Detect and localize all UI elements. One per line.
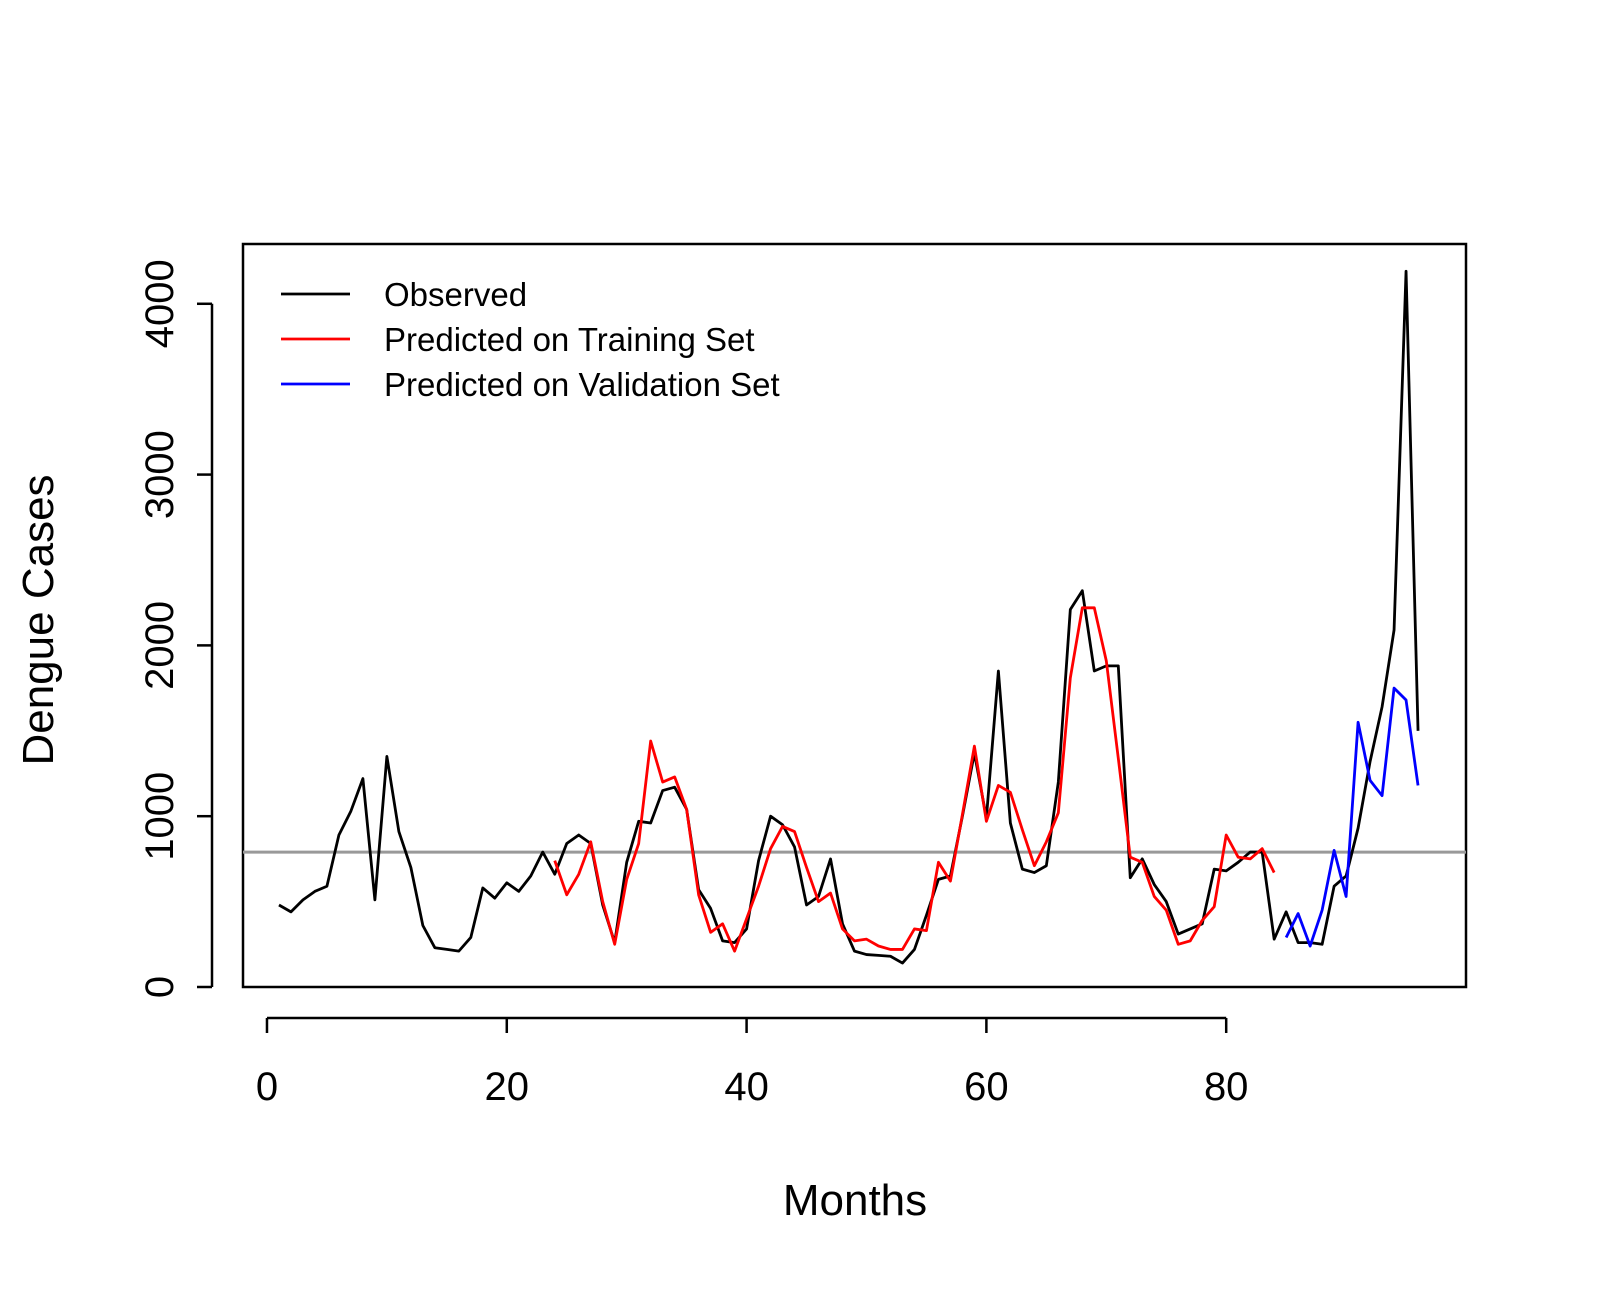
x-axis-title: Months xyxy=(783,1176,927,1225)
series-line-2 xyxy=(553,606,1276,953)
x-tick-label: 80 xyxy=(1204,1065,1249,1109)
x-tick-label: 60 xyxy=(964,1065,1009,1109)
y-tick-label: 0 xyxy=(138,976,182,998)
y-axis-title: Dengue Cases xyxy=(14,474,63,765)
x-tick-label: 40 xyxy=(724,1065,769,1109)
series-line-1 xyxy=(278,269,1420,965)
legend-label: Predicted on Validation Set xyxy=(384,366,780,403)
y-tick-label: 2000 xyxy=(138,601,182,690)
x-tick-label: 20 xyxy=(485,1065,530,1109)
legend: Observed Predicted on Training Set Predict… xyxy=(281,276,780,403)
series-layer xyxy=(278,269,1420,965)
plot-frame xyxy=(241,242,1468,989)
y-tick-label: 3000 xyxy=(138,430,182,519)
x-axis: 0 20 40 60 80 xyxy=(256,1016,1249,1109)
y-tick-label: 4000 xyxy=(138,259,182,348)
y-tick-label: 1000 xyxy=(138,772,182,861)
y-axis: 0 1000 2000 3000 4000 xyxy=(138,259,214,998)
series-line-3 xyxy=(1284,686,1420,948)
x-tick-label: 0 xyxy=(256,1065,278,1109)
legend-label: Observed xyxy=(384,276,527,313)
legend-label: Predicted on Training Set xyxy=(384,321,755,358)
